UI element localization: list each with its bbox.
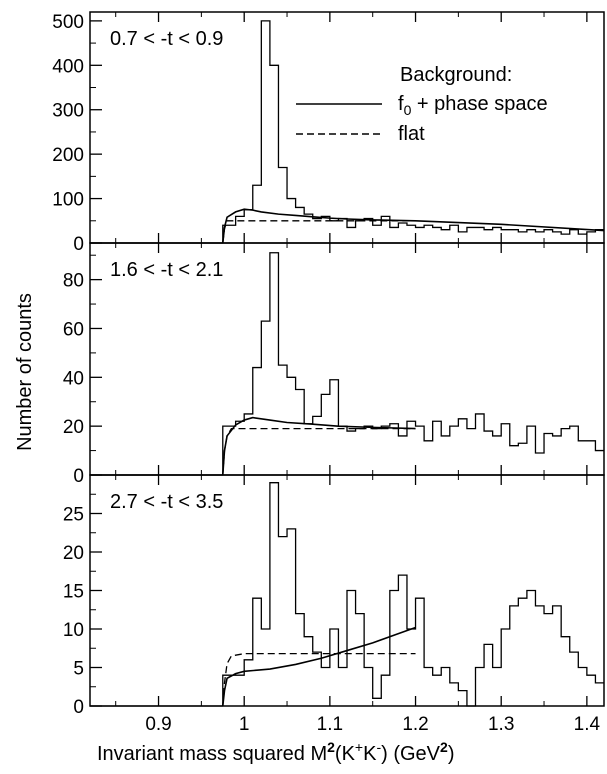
legend: Background: f0 + phase space flat (296, 64, 548, 145)
x-tick-label: 1.2 (402, 714, 428, 735)
fit-curve-dashed (222, 220, 416, 244)
fit-curve-dashed (222, 427, 416, 476)
histogram-step (222, 20, 604, 243)
y-axis-title: Number of counts (14, 293, 36, 451)
y-tick-label: 100 (52, 190, 84, 211)
y-tick-label: 0 (73, 697, 84, 718)
panel-1: 0 100 200 300 400 500 0.7 < -t < 0.9 (52, 11, 605, 255)
panel-2: 0 20 40 60 80 1.6 < -t < 2.1 (63, 242, 605, 487)
y-tick-label: 400 (52, 56, 84, 77)
panel-3: 0 5 10 15 20 25 2.7 < -t < 3.5 (63, 474, 605, 718)
y-tick-label: 80 (63, 271, 84, 292)
histogram-step (222, 482, 604, 707)
panel-label: 1.6 < -t < 2.1 (110, 259, 223, 281)
y-tick-label: 5 (73, 659, 84, 680)
legend-entry-solid: f0 + phase space (398, 93, 548, 118)
y-tick-label: 0 (73, 234, 84, 255)
y-tick-label: 60 (63, 319, 84, 340)
y-tick-label: 25 (63, 505, 84, 526)
panel-label: 0.7 < -t < 0.9 (110, 28, 223, 50)
y-tick-label: 10 (63, 620, 84, 641)
y-tick-label: 40 (63, 368, 84, 389)
fit-curve-solid (221, 208, 605, 244)
x-tick-label: 1.1 (317, 714, 343, 735)
panel-label: 2.7 < -t < 3.5 (110, 491, 223, 513)
x-tick-label: 1.4 (574, 714, 601, 735)
y-tick-label: 20 (63, 543, 84, 564)
histogram-step (222, 252, 604, 475)
y-tick-label: 200 (52, 145, 84, 166)
x-axis-title: Invariant mass squared M2(K+K-) (GeV2) (97, 739, 454, 765)
legend-title: Background: (400, 64, 512, 86)
legend-entry-dashed: flat (398, 123, 425, 145)
x-tick-label: 1 (239, 714, 250, 735)
x-tick-label: 0.9 (145, 714, 171, 735)
y-tick-label: 500 (52, 12, 84, 33)
fit-curve-solid (221, 626, 416, 707)
y-tick-label: 20 (63, 417, 84, 438)
x-tick-label: 1.3 (488, 714, 514, 735)
y-tick-label: 15 (63, 582, 84, 603)
fit-curve-dashed (222, 652, 416, 707)
y-tick-label: 300 (52, 101, 84, 122)
y-tick-label: 0 (73, 466, 84, 487)
